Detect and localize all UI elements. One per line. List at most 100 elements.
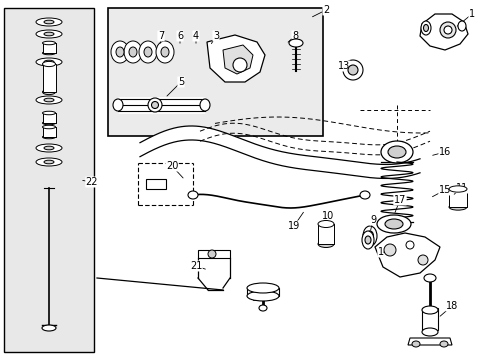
Text: 1: 1 xyxy=(468,9,474,19)
Ellipse shape xyxy=(411,341,419,347)
Ellipse shape xyxy=(317,240,333,248)
Ellipse shape xyxy=(42,125,55,129)
Bar xyxy=(246,288,279,296)
Ellipse shape xyxy=(42,121,55,125)
Text: 14: 14 xyxy=(377,247,389,257)
Ellipse shape xyxy=(448,204,466,210)
Ellipse shape xyxy=(439,341,447,347)
Bar xyxy=(42,113,55,123)
Bar xyxy=(146,179,165,189)
Ellipse shape xyxy=(36,30,62,38)
Ellipse shape xyxy=(439,22,455,38)
Ellipse shape xyxy=(376,215,410,233)
Ellipse shape xyxy=(364,236,370,244)
Text: 4: 4 xyxy=(193,31,199,41)
Ellipse shape xyxy=(187,191,198,199)
Text: 10: 10 xyxy=(321,211,333,221)
Text: 18: 18 xyxy=(445,301,457,311)
Ellipse shape xyxy=(317,220,333,228)
Text: 19: 19 xyxy=(287,221,300,231)
Text: 15: 15 xyxy=(438,185,450,195)
Ellipse shape xyxy=(148,98,162,112)
Ellipse shape xyxy=(347,65,357,75)
Ellipse shape xyxy=(36,96,62,104)
Ellipse shape xyxy=(161,47,169,57)
Ellipse shape xyxy=(361,231,373,249)
Ellipse shape xyxy=(384,219,402,229)
Ellipse shape xyxy=(342,60,362,80)
Ellipse shape xyxy=(36,58,62,66)
Ellipse shape xyxy=(259,305,266,311)
Ellipse shape xyxy=(42,62,55,67)
Ellipse shape xyxy=(139,41,157,63)
Ellipse shape xyxy=(421,328,437,336)
Ellipse shape xyxy=(232,58,246,72)
Polygon shape xyxy=(419,14,467,50)
Ellipse shape xyxy=(36,158,62,166)
Ellipse shape xyxy=(443,26,451,34)
Ellipse shape xyxy=(457,21,465,31)
Text: 16: 16 xyxy=(438,147,450,157)
Ellipse shape xyxy=(387,146,405,158)
Ellipse shape xyxy=(124,41,142,63)
Ellipse shape xyxy=(417,255,427,265)
Ellipse shape xyxy=(362,226,376,246)
Polygon shape xyxy=(407,338,451,345)
Polygon shape xyxy=(198,250,229,258)
Ellipse shape xyxy=(246,291,279,301)
Ellipse shape xyxy=(359,191,369,199)
Polygon shape xyxy=(374,233,439,277)
Bar xyxy=(4,8,94,352)
Ellipse shape xyxy=(143,47,152,57)
Ellipse shape xyxy=(44,20,54,24)
Ellipse shape xyxy=(44,146,54,150)
Ellipse shape xyxy=(423,24,427,31)
Ellipse shape xyxy=(36,144,62,152)
Ellipse shape xyxy=(44,160,54,164)
Ellipse shape xyxy=(246,283,279,293)
Ellipse shape xyxy=(448,186,466,192)
Text: 17: 17 xyxy=(393,195,406,205)
Ellipse shape xyxy=(113,99,123,111)
Bar xyxy=(42,127,55,137)
Ellipse shape xyxy=(42,325,56,331)
Ellipse shape xyxy=(42,51,55,55)
Ellipse shape xyxy=(42,41,55,45)
Ellipse shape xyxy=(383,244,395,256)
Text: 20: 20 xyxy=(165,161,178,171)
Text: 13: 13 xyxy=(337,61,349,71)
Ellipse shape xyxy=(156,41,174,63)
Text: 12: 12 xyxy=(251,293,264,303)
Polygon shape xyxy=(223,45,252,74)
Text: 2: 2 xyxy=(322,5,328,15)
Ellipse shape xyxy=(288,39,303,47)
Ellipse shape xyxy=(380,141,412,163)
Text: 7: 7 xyxy=(158,31,164,41)
Ellipse shape xyxy=(42,89,55,95)
Bar xyxy=(42,64,55,92)
Ellipse shape xyxy=(423,274,435,282)
Text: 9: 9 xyxy=(369,215,375,225)
Text: 6: 6 xyxy=(177,31,183,41)
Bar xyxy=(42,43,55,53)
Text: 11: 11 xyxy=(455,183,467,193)
Ellipse shape xyxy=(42,135,55,139)
Text: 3: 3 xyxy=(212,31,219,41)
Bar xyxy=(421,308,437,330)
Ellipse shape xyxy=(44,60,54,64)
Ellipse shape xyxy=(405,241,413,249)
Ellipse shape xyxy=(151,102,158,108)
Ellipse shape xyxy=(36,18,62,26)
Text: 8: 8 xyxy=(291,31,298,41)
Ellipse shape xyxy=(207,250,216,258)
Text: 21: 21 xyxy=(189,261,202,271)
Text: 5: 5 xyxy=(178,77,184,87)
Bar xyxy=(317,224,333,244)
Text: 22: 22 xyxy=(85,177,98,187)
Ellipse shape xyxy=(116,47,124,57)
Ellipse shape xyxy=(44,98,54,102)
Bar xyxy=(108,8,323,136)
Polygon shape xyxy=(206,35,264,82)
Ellipse shape xyxy=(200,99,209,111)
Ellipse shape xyxy=(129,47,137,57)
